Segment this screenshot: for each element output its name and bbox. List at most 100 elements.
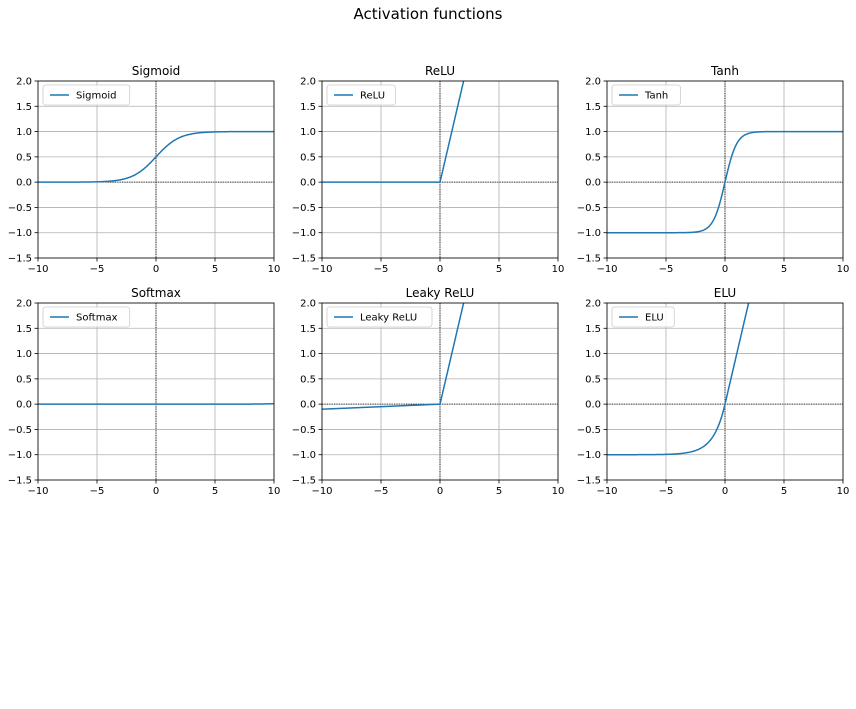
y-tick-label: 0.5 (585, 152, 601, 163)
y-tick-label: −0.5 (292, 425, 316, 436)
legend: Softmax (43, 307, 130, 327)
legend-label: Tanh (644, 91, 668, 102)
x-tick-label: 10 (268, 264, 281, 275)
y-tick-label: 2.0 (16, 77, 32, 88)
x-tick-label: −5 (374, 264, 389, 275)
x-tick-label: −10 (27, 486, 48, 497)
y-tick-label: 1.0 (16, 127, 32, 138)
legend-label: ReLU (360, 91, 385, 102)
y-tick-label: 1.0 (300, 349, 316, 360)
y-tick-label: 1.0 (585, 127, 601, 138)
y-tick-label: −1.5 (292, 476, 316, 487)
subplot-sigmoid: −10 −5 0 5 10 −1.5 −1.0 −0.5 0.0 0.5 1.0 1.5 2.0 Sigm… (8, 64, 281, 275)
legend-label: ELU (645, 313, 664, 324)
x-tick-label: −5 (90, 486, 105, 497)
y-tick-label: 1.5 (585, 324, 601, 335)
subplot-title: Softmax (131, 286, 181, 300)
y-tick-label: 0.5 (16, 152, 32, 163)
x-tick-label: 5 (212, 264, 218, 275)
y-tick-label: 2.0 (585, 299, 601, 310)
figure-title: Activation functions (354, 5, 503, 23)
x-tick-label: −10 (27, 264, 48, 275)
y-tick-label: −1.5 (8, 476, 32, 487)
x-tick-label: −10 (596, 264, 617, 275)
x-tick-label: 5 (496, 486, 502, 497)
x-tick-label: 5 (212, 486, 218, 497)
y-tick-label: −1.5 (577, 254, 601, 265)
y-tick-label: 0.5 (16, 374, 32, 385)
y-tick-label: 1.0 (585, 349, 601, 360)
legend: Leaky ReLU (327, 307, 432, 327)
y-tick-label: 1.5 (585, 102, 601, 113)
y-tick-label: 0.0 (585, 400, 601, 411)
x-tick-label: 0 (153, 264, 159, 275)
y-tick-label: −0.5 (577, 203, 601, 214)
subplot-title: Sigmoid (132, 64, 181, 78)
y-tick-label: −1.0 (577, 228, 601, 239)
y-tick-label: −0.5 (577, 425, 601, 436)
x-tick-label: 10 (837, 486, 850, 497)
y-tick-label: −1.5 (577, 476, 601, 487)
legend: Sigmoid (43, 85, 130, 105)
y-tick-label: −1.0 (8, 450, 32, 461)
x-tick-label: −5 (374, 486, 389, 497)
subplot-tanh: −10 −5 0 5 10 −1.5 −1.0 −0.5 0.0 0.5 1.0 1.5 2.0 Tanh… (577, 64, 850, 275)
subplot-title: ELU (714, 286, 736, 300)
y-tick-label: 0.0 (16, 400, 32, 411)
y-tick-label: 0.0 (300, 400, 316, 411)
x-tick-label: 5 (781, 486, 787, 497)
y-tick-label: 0.0 (16, 178, 32, 189)
y-tick-label: 0.0 (300, 178, 316, 189)
legend: ELU (612, 307, 674, 327)
y-tick-label: −1.5 (292, 254, 316, 265)
y-tick-label: −1.5 (8, 254, 32, 265)
x-tick-label: −5 (90, 264, 105, 275)
x-tick-label: 5 (781, 264, 787, 275)
y-tick-label: 2.0 (585, 77, 601, 88)
subplot-title: Leaky ReLU (406, 286, 475, 300)
y-tick-label: 1.0 (16, 349, 32, 360)
subplot-grid: −10 −5 0 5 10 −1.5 −1.0 −0.5 0.0 0.5 1.0 1.5 2.0 Sigm… (8, 0, 850, 497)
x-tick-label: 10 (268, 486, 281, 497)
x-tick-label: 0 (437, 264, 443, 275)
x-tick-label: −10 (311, 264, 332, 275)
x-tick-label: 0 (722, 264, 728, 275)
y-tick-label: 0.5 (585, 374, 601, 385)
y-tick-label: −0.5 (8, 203, 32, 214)
y-tick-label: −0.5 (292, 203, 316, 214)
x-tick-label: 0 (722, 486, 728, 497)
y-tick-label: 2.0 (300, 77, 316, 88)
y-tick-label: 1.0 (300, 127, 316, 138)
y-tick-label: 0.5 (300, 374, 316, 385)
y-tick-label: 1.5 (16, 324, 32, 335)
y-tick-label: −0.5 (8, 425, 32, 436)
y-tick-label: −1.0 (577, 450, 601, 461)
legend-label: Sigmoid (76, 91, 116, 102)
legend: Tanh (612, 85, 680, 105)
y-tick-label: −1.0 (292, 450, 316, 461)
subplot-softmax: −10 −5 0 5 10 −1.5 −1.0 −0.5 0.0 0.5 1.0 1.5 2.0 Soft… (8, 286, 281, 497)
y-tick-label: 0.0 (585, 178, 601, 189)
legend: ReLU (327, 85, 395, 105)
subplot-title: Tanh (710, 64, 739, 78)
x-tick-label: 0 (437, 486, 443, 497)
x-tick-label: −10 (311, 486, 332, 497)
subplot-relu: −10 −5 0 5 10 −1.5 −1.0 −0.5 0.0 0.5 1.0 1.5 2.0 ReLU… (292, 0, 565, 275)
x-tick-label: 0 (153, 486, 159, 497)
x-tick-label: 5 (496, 264, 502, 275)
y-tick-label: −1.0 (292, 228, 316, 239)
y-tick-label: 1.5 (300, 324, 316, 335)
x-tick-label: −5 (659, 264, 674, 275)
y-tick-label: 1.5 (16, 102, 32, 113)
x-tick-label: 10 (552, 264, 565, 275)
y-tick-label: 2.0 (16, 299, 32, 310)
x-tick-label: 10 (552, 486, 565, 497)
x-tick-label: −10 (596, 486, 617, 497)
y-tick-label: 0.5 (300, 152, 316, 163)
x-tick-label: −5 (659, 486, 674, 497)
subplot-title: ReLU (425, 64, 455, 78)
y-tick-label: −1.0 (8, 228, 32, 239)
legend-label: Leaky ReLU (360, 313, 417, 324)
y-tick-label: 2.0 (300, 299, 316, 310)
